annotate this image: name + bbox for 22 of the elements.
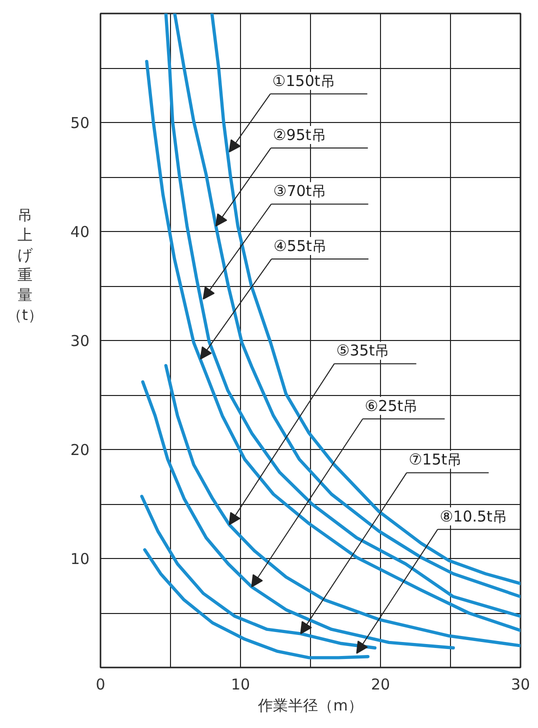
x-tick-label: 0 bbox=[96, 676, 106, 694]
x-tick-label: 30 bbox=[510, 676, 530, 694]
y-axis-title: 吊上げ重量（t） bbox=[7, 205, 43, 325]
y-tick-label: 20 bbox=[70, 441, 90, 459]
y-tick-label: 40 bbox=[70, 223, 90, 241]
y-tick-label: 10 bbox=[70, 550, 90, 568]
annotation: ⑥25t吊 bbox=[364, 396, 418, 415]
annotation: ③70t吊 bbox=[273, 182, 327, 200]
x-tick-label: 10 bbox=[230, 676, 250, 694]
y-tick-label: 50 bbox=[70, 114, 90, 132]
annotation: ⑧10.5t吊 bbox=[440, 507, 508, 526]
annotation: ⑦15t吊 bbox=[408, 450, 462, 469]
annotation: ①150t吊 bbox=[272, 72, 336, 90]
x-tick-label: 20 bbox=[370, 676, 390, 694]
line-series bbox=[140, 494, 376, 650]
annotation: ④55t吊 bbox=[273, 237, 327, 256]
y-tick-label: 30 bbox=[70, 332, 90, 350]
annotation: ②95t吊 bbox=[272, 126, 326, 144]
line-series bbox=[164, 364, 520, 648]
x-axis-title: 作業半径（m） bbox=[257, 696, 363, 714]
annotation: ⑤35t吊 bbox=[336, 342, 390, 360]
line-series bbox=[143, 548, 370, 660]
